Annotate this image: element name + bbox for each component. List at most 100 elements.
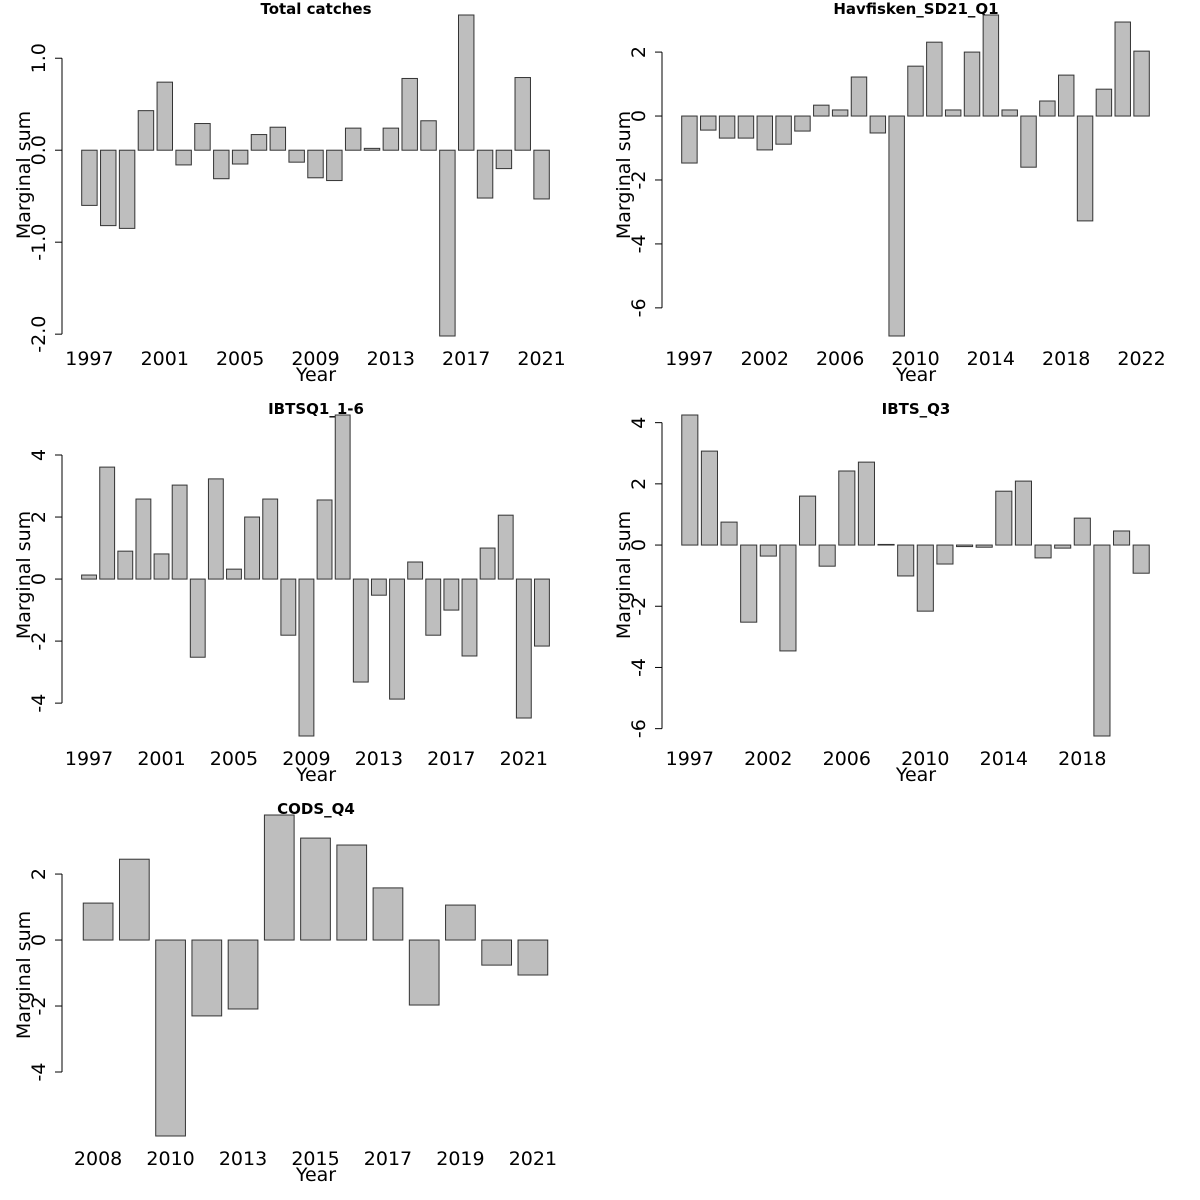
bar <box>926 41 943 117</box>
bar <box>779 544 797 652</box>
x-tick-label: 2010 <box>901 748 949 770</box>
x-tick-label: 2017 <box>364 1148 412 1170</box>
x-tick-label: 2015 <box>291 1148 339 1170</box>
x-tick-label: 2017 <box>442 348 490 370</box>
bar <box>794 115 811 132</box>
bar <box>99 466 116 580</box>
bar <box>382 127 400 151</box>
bar <box>408 939 440 1006</box>
bar <box>1034 544 1052 559</box>
bar <box>982 14 1000 117</box>
bar <box>681 115 698 164</box>
y-tick-label: -6 <box>628 719 650 738</box>
bar <box>316 499 333 580</box>
bar <box>1076 115 1094 222</box>
bar <box>194 123 211 151</box>
x-tick-label: 2001 <box>137 748 185 770</box>
bar <box>1113 530 1131 546</box>
x-tick-label: 2006 <box>823 748 871 770</box>
x-tick-label: 2002 <box>744 748 792 770</box>
bar <box>517 939 549 976</box>
x-tick-label: 2010 <box>146 1148 194 1170</box>
y-tick-label: -4 <box>28 694 50 713</box>
bar <box>936 544 954 565</box>
bar <box>975 544 993 548</box>
x-tick-label: 2005 <box>210 748 258 770</box>
x-tick-label: 2013 <box>219 1148 267 1170</box>
y-tick-label: 1.0 <box>28 43 50 73</box>
bar <box>100 149 117 227</box>
bar <box>1073 517 1091 546</box>
x-tick-label: 1997 <box>65 348 113 370</box>
bar <box>81 574 97 580</box>
bar <box>759 544 777 557</box>
bar <box>117 550 134 580</box>
bar <box>118 149 136 229</box>
y-tick-label: 2 <box>628 46 650 58</box>
bar <box>495 149 513 170</box>
bar <box>944 109 962 117</box>
bar <box>389 578 405 700</box>
y-tick-label: 2 <box>28 868 50 880</box>
bar <box>497 514 514 580</box>
x-tick-label: 2018 <box>1058 748 1106 770</box>
bar <box>838 470 856 546</box>
y-tick-label: -4 <box>628 234 650 253</box>
x-axis-label: Year <box>895 364 936 386</box>
bar <box>250 134 268 151</box>
bar <box>831 109 849 117</box>
bar <box>401 77 418 151</box>
bar <box>352 578 369 683</box>
bar <box>515 578 532 719</box>
chart-title: Total catches <box>260 0 371 18</box>
bar <box>155 939 186 1137</box>
bar <box>171 484 188 580</box>
x-tick-label: 2009 <box>282 748 330 770</box>
x-tick-label: 1997 <box>666 748 714 770</box>
x-tick-label: 2021 <box>500 748 548 770</box>
y-tick-label: 0 <box>628 539 650 551</box>
bar <box>420 120 437 151</box>
chart-title: IBTS_Q3 <box>882 400 951 418</box>
x-tick-label: 2002 <box>741 348 789 370</box>
bar <box>818 544 836 567</box>
bar <box>227 939 259 1010</box>
bar <box>82 902 114 941</box>
bar <box>479 547 496 580</box>
x-tick-label: 2005 <box>216 348 264 370</box>
bar <box>720 521 738 546</box>
y-tick-label: -6 <box>628 298 650 317</box>
bar <box>799 495 817 546</box>
x-tick-label: 2009 <box>291 348 339 370</box>
x-tick-label: 2013 <box>355 748 403 770</box>
bar <box>1039 100 1056 117</box>
bar <box>737 115 755 139</box>
x-tick-label: 1997 <box>65 748 113 770</box>
y-tick-label: 0 <box>28 934 50 946</box>
bar <box>307 149 324 179</box>
y-tick-label: -2.0 <box>28 316 50 353</box>
y-tick-label: -2 <box>628 597 650 616</box>
bar <box>244 516 261 580</box>
bar <box>191 939 223 1017</box>
bar <box>756 115 774 151</box>
x-tick-label: 2014 <box>967 348 1015 370</box>
y-tick-label: 2 <box>28 511 50 523</box>
y-axis-label: Marginal sum <box>13 111 35 239</box>
bar <box>262 498 279 580</box>
bar <box>334 414 351 580</box>
bar <box>907 65 924 117</box>
bar <box>118 858 150 941</box>
x-tick-label: 2021 <box>517 348 565 370</box>
x-tick-label: 2013 <box>367 348 415 370</box>
x-axis-label: Year <box>295 764 336 786</box>
y-tick-label: -2 <box>628 170 650 189</box>
bar <box>1014 480 1032 546</box>
bar <box>1093 544 1111 737</box>
bar <box>288 149 305 163</box>
bar <box>213 149 230 180</box>
chart-title: Havfisken_SD21_Q1 <box>833 0 998 18</box>
bar <box>1132 544 1150 574</box>
bar <box>700 115 717 131</box>
bar <box>175 149 192 166</box>
